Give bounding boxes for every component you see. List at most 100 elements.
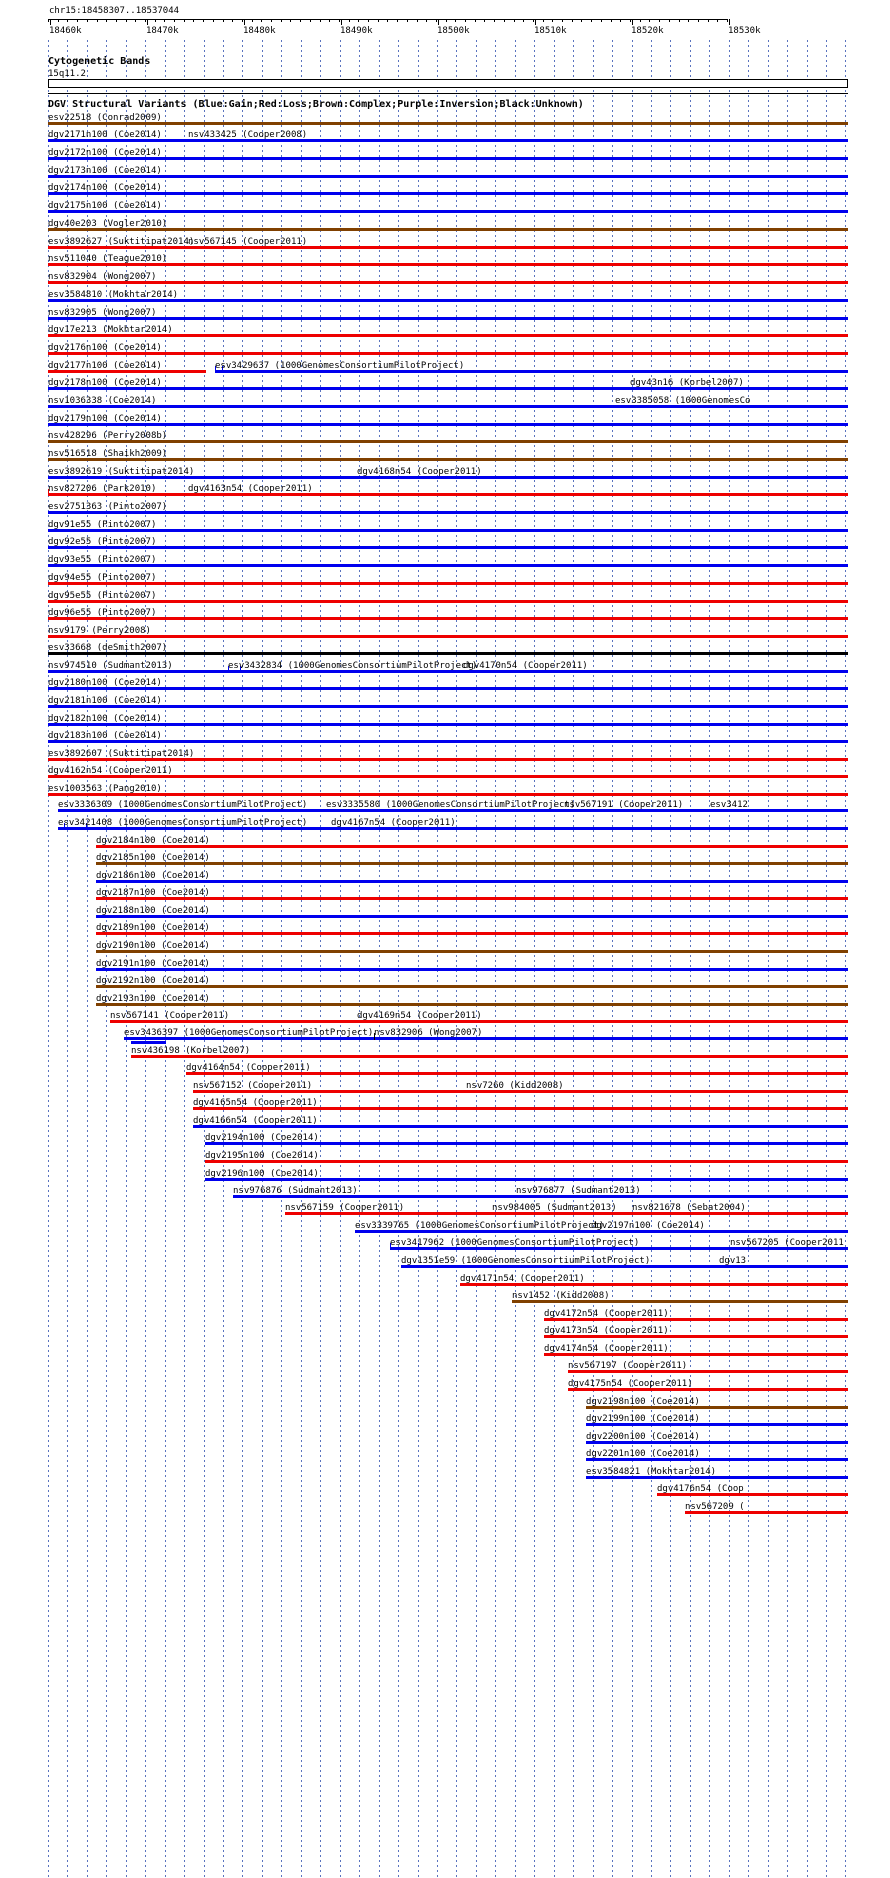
variant-label[interactable]: dgv2181n100 (Coe2014) (48, 696, 162, 706)
variant-bar[interactable] (544, 1353, 848, 1356)
variant-bar[interactable] (48, 635, 848, 638)
variant-label[interactable]: dgv2179n100 (Coe2014) (48, 414, 162, 424)
variant-bar[interactable] (124, 1037, 848, 1040)
variant-bar[interactable] (48, 423, 848, 426)
variant-label[interactable]: dgv4176n54 (Coop (657, 1484, 744, 1494)
variant-bar[interactable] (685, 1511, 848, 1514)
variant-label[interactable]: dgv1351e59 (1000GenomesConsortiumPilotPr… (401, 1256, 651, 1266)
variant-bar[interactable] (96, 932, 848, 935)
variant-label[interactable]: dgv2173n100 (Coe2014) (48, 166, 162, 176)
variant-label[interactable]: dgv95e55 (Pinto2007) (48, 591, 157, 601)
variant-label[interactable]: dgv2184n100 (Coe2014) (96, 836, 210, 846)
variant-label[interactable]: dgv4171n54 (Cooper2011) (460, 1274, 585, 1284)
variant-label[interactable]: nsv984005 (Sudmant2013) (492, 1203, 617, 1213)
variant-label[interactable]: nsv567197 (Cooper2011) (568, 1361, 688, 1371)
variant-bar[interactable] (205, 1142, 848, 1145)
variant-bar[interactable] (285, 1212, 848, 1215)
variant-bar[interactable] (48, 370, 206, 373)
variant-bar[interactable] (48, 652, 848, 655)
variant-bar[interactable] (48, 582, 848, 585)
variant-label[interactable]: dgv4162n54 (Cooper2011) (48, 766, 173, 776)
variant-bar[interactable] (48, 157, 848, 160)
variant-bar[interactable] (48, 175, 848, 178)
variant-label[interactable]: dgv2201n100 (Coe2014) (586, 1449, 700, 1459)
variant-label[interactable]: dgv93e55 (Pinto2007) (48, 555, 157, 565)
variant-bar[interactable] (463, 670, 523, 673)
variant-label[interactable]: dgv2190n100 (Coe2014) (96, 941, 210, 951)
variant-label[interactable]: nsv974510 (Sudmant2013) (48, 661, 173, 671)
variant-label[interactable]: dgv2175n100 (Coe2014) (48, 201, 162, 211)
variant-label[interactable]: dgv4164n54 (Cooper2011) (186, 1063, 311, 1073)
variant-label[interactable]: dgv2191n100 (Coe2014) (96, 959, 210, 969)
variant-label[interactable]: nsv1036338 (Coe2014) (48, 396, 157, 406)
variant-bar[interactable] (390, 1247, 848, 1250)
variant-label[interactable]: dgv4172n54 (Cooper2011) (544, 1309, 669, 1319)
variant-label[interactable]: dgv4166n54 (Cooper2011) (193, 1116, 318, 1126)
variant-label[interactable]: nsv511040 (Teague2010) (48, 254, 168, 264)
variant-label[interactable]: esv3892619 (Suktitipat2014) (48, 467, 195, 477)
variant-bar[interactable] (193, 1090, 848, 1093)
variant-label[interactable]: esv3421408 (1000GenomesConsortiumPilotPr… (58, 818, 308, 828)
variant-bar[interactable] (48, 740, 848, 743)
variant-label[interactable]: dgv2200n100 (Coe2014) (586, 1432, 700, 1442)
variant-label[interactable]: nsv827206 (Park2010) (48, 484, 157, 494)
variant-label[interactable]: esv3412 (710, 800, 748, 810)
variant-label[interactable]: nsv567209 ( (685, 1502, 745, 1512)
variant-label[interactable]: nsv832906 (Wong2007) (374, 1028, 483, 1038)
variant-bar[interactable] (355, 1230, 848, 1233)
variant-bar[interactable] (48, 600, 848, 603)
variant-bar[interactable] (193, 1107, 848, 1110)
variant-label[interactable]: dgv2172n100 (Coe2014) (48, 148, 162, 158)
variant-bar[interactable] (205, 1160, 848, 1163)
variant-label[interactable]: nsv436198 (Korbel2007) (131, 1046, 251, 1056)
variant-bar[interactable] (48, 564, 848, 567)
variant-label[interactable]: dgv4165n54 (Cooper2011) (193, 1098, 318, 1108)
variant-bar[interactable] (460, 1283, 848, 1286)
variant-label[interactable]: esv22518 (Conrad2009) (48, 113, 162, 123)
variant-label[interactable]: nsv821678 (Sebat2004) (632, 1203, 746, 1213)
variant-label[interactable]: nsv567152 (Cooper2011) (193, 1081, 313, 1091)
variant-bar[interactable] (568, 1370, 848, 1373)
variant-label[interactable]: dgv92e55 (Pinto2007) (48, 537, 157, 547)
variant-bar[interactable] (96, 968, 848, 971)
variant-label[interactable]: dgv2182n100 (Coe2014) (48, 714, 162, 724)
variant-label[interactable]: dgv2189n100 (Coe2014) (96, 923, 210, 933)
variant-label[interactable]: dgv43n16 (Korbel2007) (630, 378, 744, 388)
variant-label[interactable]: dgv2176n100 (Coe2014) (48, 343, 162, 353)
variant-label[interactable]: dgv4175n54 (Cooper2011) (568, 1379, 693, 1389)
variant-bar[interactable] (48, 387, 848, 390)
variant-label[interactable]: dgv2188n100 (Coe2014) (96, 906, 210, 916)
variant-bar[interactable] (58, 809, 848, 812)
variant-bar[interactable] (48, 263, 848, 266)
variant-bar[interactable] (96, 915, 848, 918)
variant-label[interactable]: dgv96e55 (Pinto2007) (48, 608, 157, 618)
variant-bar[interactable] (186, 1072, 848, 1075)
variant-label[interactable]: dgv2197n100 (Coe2014) (591, 1221, 705, 1231)
variant-bar[interactable] (586, 1423, 848, 1426)
variant-label[interactable]: dgv2193n100 (Coe2014) (96, 994, 210, 1004)
variant-bar[interactable] (96, 985, 848, 988)
variant-bar[interactable] (544, 1335, 848, 1338)
variant-label[interactable]: nsv976876 (Sudmant2013) (233, 1186, 358, 1196)
variant-label[interactable]: dgv2174n100 (Coe2014) (48, 183, 162, 193)
variant-label[interactable]: esv3335580 (1000GenomesConsortiumPilotPr… (326, 800, 576, 810)
variant-bar[interactable] (193, 1125, 848, 1128)
variant-bar[interactable] (215, 370, 848, 373)
variant-bar[interactable] (48, 723, 848, 726)
variant-label[interactable]: dgv2195n100 (Coe2014) (205, 1151, 319, 1161)
variant-bar[interactable] (48, 334, 848, 337)
variant-bar[interactable] (48, 440, 848, 443)
variant-label[interactable]: dgv4174n54 (Cooper2011) (544, 1344, 669, 1354)
variant-label[interactable]: esv2751363 (Pinto2007) (48, 502, 168, 512)
variant-bar[interactable] (48, 758, 848, 761)
variant-label[interactable]: dgv40e203 (Vogler2010) (48, 219, 168, 229)
variant-label[interactable]: nsv7260 (Kidd2008) (466, 1081, 564, 1091)
variant-bar[interactable] (48, 210, 848, 213)
variant-label[interactable]: dgv2180n100 (Coe2014) (48, 678, 162, 688)
variant-label[interactable]: nsv1452 (Kidd2008) (512, 1291, 610, 1301)
variant-bar[interactable] (586, 1441, 848, 1444)
variant-label[interactable]: nsv567159 (Cooper2011) (285, 1203, 405, 1213)
variant-label[interactable]: esv3436397 (1000GenomesConsortiumPilotPr… (124, 1028, 374, 1038)
variant-label[interactable]: esv3432834 (1000GenomesConsortiumPilotPr… (228, 661, 478, 671)
variant-label[interactable]: esv3584810 (Mokhtar2014) (48, 290, 179, 300)
